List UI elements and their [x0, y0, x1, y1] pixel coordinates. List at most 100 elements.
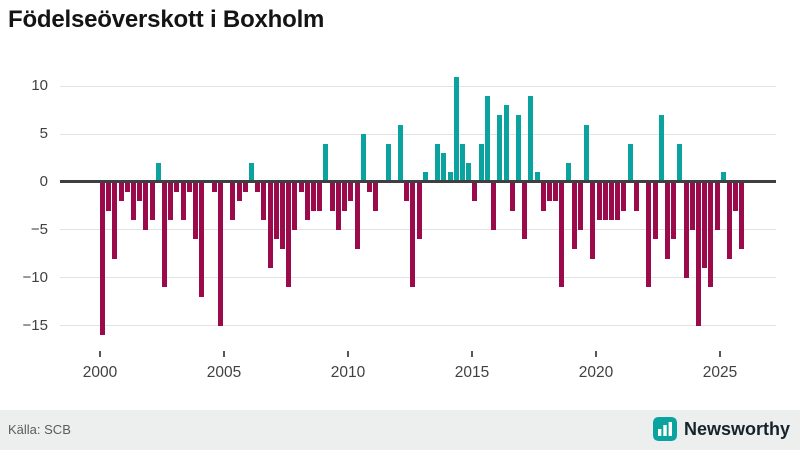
gridline: [60, 133, 776, 135]
bar-2001-q2: [131, 182, 137, 221]
bar-2020-q2: [602, 182, 608, 221]
bar-2019-q2: [578, 182, 584, 230]
bar-2010-q1: [348, 182, 354, 202]
bar-2016-q2: [503, 105, 509, 182]
bar-2019-q4: [590, 182, 596, 259]
y-tick-label: −10: [22, 268, 48, 286]
x-tick-label: 2025: [702, 364, 738, 381]
bar-2024-q2: [702, 182, 708, 269]
bar-2009-q4: [342, 182, 348, 211]
bar-2010-q4: [366, 182, 372, 192]
bar-2012-q1: [397, 124, 403, 182]
bar-2001-q1: [124, 182, 130, 192]
bar-2024-q3: [708, 182, 714, 288]
bar-2000-q3: [112, 182, 118, 259]
bar-2022-q4: [664, 182, 670, 259]
bar-2003-q2: [180, 182, 186, 221]
bar-2006-q3: [261, 182, 267, 221]
y-tick-label: 10: [31, 77, 48, 95]
bar-2014-q2: [453, 76, 459, 182]
x-tick: [595, 351, 597, 357]
x-tick-label: 2000: [82, 364, 118, 381]
x-tick: [347, 351, 349, 357]
bar-2014-q4: [466, 162, 472, 182]
bar-2012-q3: [410, 182, 416, 288]
y-tick-label: −5: [30, 220, 48, 238]
bar-2016-q1: [497, 114, 503, 182]
bar-2015-q3: [484, 95, 490, 182]
zero-axis-line: [60, 180, 776, 183]
bar-2024-q4: [714, 182, 720, 230]
bar-2015-q2: [478, 143, 484, 182]
bar-2012-q2: [404, 182, 410, 202]
bar-2017-q2: [528, 95, 534, 182]
y-tick-label: −15: [22, 316, 48, 334]
bar-2006-q1: [248, 162, 254, 182]
bar-2000-q2: [106, 182, 112, 211]
bar-2010-q2: [354, 182, 360, 250]
plot-area: 10 5 0 −5 −10 −15 2000 2005 2010 2015 2020 2025: [22, 76, 776, 381]
y-tick-label: 0: [39, 173, 48, 190]
brand-name: Newsworthy: [683, 418, 790, 439]
bar-2012-q4: [416, 182, 422, 240]
bar-2023-q4: [689, 182, 695, 230]
gridline: [60, 85, 776, 87]
bar-2018-q2: [553, 182, 559, 202]
bar-2018-q4: [565, 162, 571, 182]
gridline: [60, 325, 776, 327]
x-tick: [719, 351, 721, 357]
bar-2013-q3: [435, 143, 441, 182]
bar-2002-q3: [162, 182, 168, 288]
bar-2009-q2: [329, 182, 335, 211]
bar-2010-q3: [360, 134, 366, 182]
bar-2008-q4: [317, 182, 323, 211]
bar-2023-q2: [677, 143, 683, 182]
bar-2006-q4: [267, 182, 273, 269]
bar-2000-q4: [118, 182, 124, 202]
bar-2021-q2: [627, 143, 633, 182]
x-tick-label: 2020: [578, 364, 614, 381]
bar-2018-q3: [559, 182, 565, 288]
bar-2006-q2: [255, 182, 261, 192]
bar-2007-q2: [280, 182, 286, 250]
bar-2009-q1: [323, 143, 329, 182]
bar-2023-q3: [683, 182, 689, 278]
bar-2020-q1: [596, 182, 602, 221]
bar-2025-q2: [727, 182, 732, 259]
bar-2007-q4: [292, 182, 298, 230]
x-tick-label: 2005: [206, 364, 242, 381]
x-tick-label: 2015: [454, 364, 490, 381]
bar-2022-q2: [652, 182, 658, 240]
bar-2015-q4: [491, 182, 497, 230]
bar-2019-q1: [571, 182, 577, 250]
bar-2008-q2: [304, 182, 310, 221]
x-tick: [223, 351, 225, 357]
bar-2003-q3: [186, 182, 192, 192]
bar-2016-q4: [515, 114, 521, 182]
bar-chart-icon: [652, 417, 677, 441]
bar-2001-q3: [137, 182, 143, 202]
bar-2007-q3: [286, 182, 292, 288]
bar-2023-q1: [671, 182, 677, 240]
bar-2002-q1: [149, 182, 155, 221]
bar-2018-q1: [546, 182, 552, 202]
bar-2004-q1: [199, 182, 205, 297]
bar-2022-q3: [658, 114, 664, 182]
bar-2003-q4: [193, 182, 199, 240]
bar-2020-q3: [609, 182, 615, 221]
bar-2017-q3: [534, 172, 540, 182]
source-credit: Källa: SCB: [8, 422, 71, 437]
bar-2025-q4: [739, 182, 745, 250]
bar-2005-q4: [242, 182, 248, 192]
bar-2001-q4: [143, 182, 149, 230]
bar-2025-q1: [720, 172, 726, 182]
bar-2019-q3: [584, 124, 590, 182]
bar-2016-q3: [509, 182, 515, 211]
bar-2017-q1: [522, 182, 528, 240]
newsworthy-logo: Newsworthy: [652, 417, 790, 441]
bar-2007-q1: [273, 182, 279, 240]
bar-2009-q3: [335, 182, 341, 230]
bar-2004-q3: [211, 182, 217, 192]
bar-2008-q1: [298, 182, 304, 192]
